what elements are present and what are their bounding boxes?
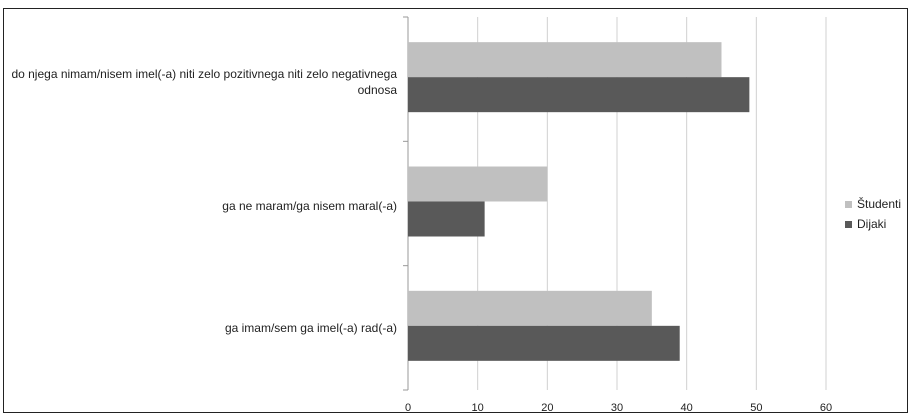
x-tick-label-10: 10 bbox=[472, 402, 484, 414]
bar-dijaki-0 bbox=[408, 77, 750, 113]
bar-dijaki-2 bbox=[408, 325, 680, 361]
category-label-0: do njega nimam/nisem imel(-a) niti zelo … bbox=[11, 67, 397, 97]
bar-studenti-1 bbox=[408, 166, 548, 202]
legend-item-studenti: Študenti bbox=[845, 194, 901, 214]
legend-item-dijaki: Dijaki bbox=[845, 214, 901, 234]
legend-swatch-studenti bbox=[845, 200, 852, 208]
legend-swatch-dijaki bbox=[845, 220, 852, 228]
x-tick-label-20: 20 bbox=[541, 402, 553, 414]
category-label-2: ga imam/sem ga imel(-a) rad(-a) bbox=[224, 321, 397, 335]
x-tick-label-60: 60 bbox=[820, 402, 832, 414]
bar-dijaki-1 bbox=[408, 201, 485, 237]
bar-studenti-0 bbox=[408, 42, 722, 78]
category-label-1: ga ne maram/ga nisem maral(-a) bbox=[222, 199, 397, 213]
x-tick-label-30: 30 bbox=[611, 402, 623, 414]
legend-label-studenti: Študenti bbox=[857, 197, 902, 211]
legend-label-dijaki: Dijaki bbox=[857, 217, 887, 231]
x-tick-label-0: 0 bbox=[405, 402, 411, 414]
legend: Študenti Dijaki bbox=[845, 194, 901, 234]
x-tick-label-50: 50 bbox=[750, 402, 762, 414]
x-tick-label-40: 40 bbox=[681, 402, 693, 414]
bar-studenti-2 bbox=[408, 290, 652, 326]
